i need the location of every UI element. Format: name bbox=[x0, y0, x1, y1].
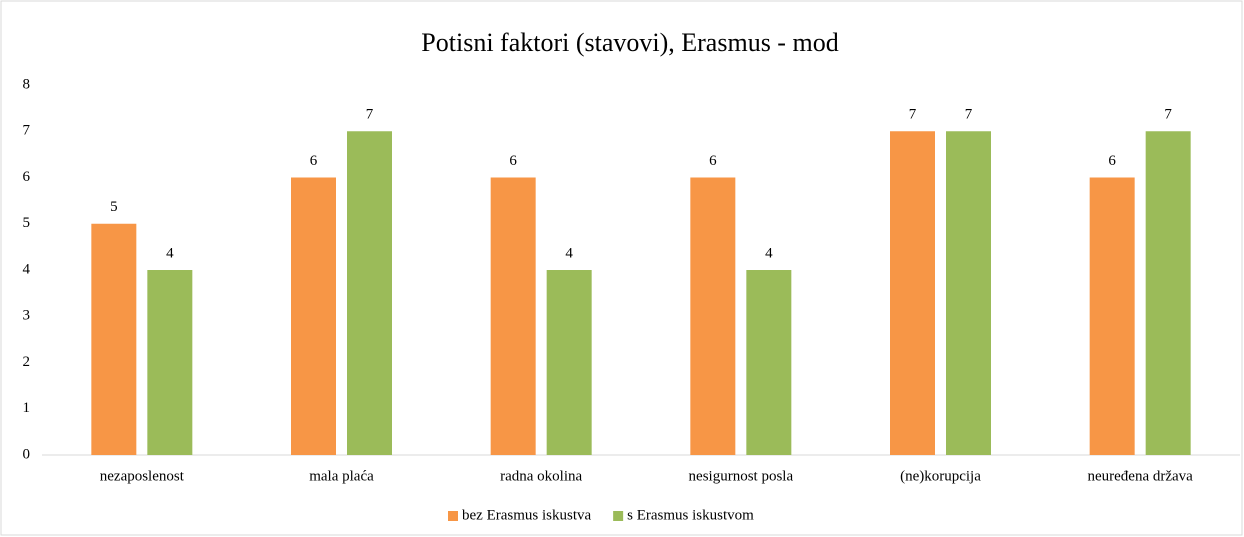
x-tick-label: (ne)korupcija bbox=[900, 468, 981, 484]
x-tick-label: radna okolina bbox=[500, 468, 582, 484]
legend-label: s Erasmus iskustvom bbox=[627, 507, 754, 523]
bar bbox=[946, 131, 991, 455]
bar bbox=[1089, 177, 1135, 455]
bar bbox=[890, 131, 935, 455]
data-label: 5 bbox=[110, 199, 118, 215]
data-label: 7 bbox=[1164, 107, 1172, 123]
legend-swatch bbox=[448, 511, 458, 521]
bar bbox=[1145, 131, 1191, 455]
data-label: 6 bbox=[1108, 153, 1116, 169]
data-label: 7 bbox=[909, 107, 917, 123]
bar bbox=[546, 270, 592, 455]
x-tick-label: neuređena država bbox=[1087, 468, 1193, 484]
data-label: 7 bbox=[366, 107, 374, 123]
y-tick-label: 3 bbox=[23, 308, 31, 324]
data-label: 7 bbox=[965, 107, 973, 123]
y-tick-label: 4 bbox=[23, 261, 31, 277]
bar bbox=[347, 131, 392, 455]
data-label: 4 bbox=[765, 245, 773, 261]
legend-swatch bbox=[613, 511, 624, 521]
y-tick-label: 5 bbox=[23, 215, 31, 231]
y-tick-label: 2 bbox=[23, 354, 31, 370]
bar bbox=[690, 177, 736, 455]
y-tick-label: 0 bbox=[23, 446, 31, 462]
bar bbox=[291, 177, 336, 455]
bar bbox=[746, 270, 792, 455]
legend-label: bez Erasmus iskustva bbox=[462, 507, 591, 523]
y-tick-label: 7 bbox=[23, 123, 31, 139]
bar bbox=[490, 177, 536, 455]
chart-title: Potisni faktori (stavovi), Erasmus - mod bbox=[421, 28, 838, 57]
y-tick-label: 6 bbox=[23, 169, 31, 185]
y-tick-label: 8 bbox=[23, 76, 31, 92]
x-tick-label: nezaposlenost bbox=[100, 468, 185, 484]
data-label: 6 bbox=[310, 153, 318, 169]
x-tick-label: nesigurnost posla bbox=[689, 468, 794, 484]
bar bbox=[91, 223, 137, 455]
data-label: 6 bbox=[509, 153, 517, 169]
data-label: 6 bbox=[709, 153, 717, 169]
y-tick-label: 1 bbox=[23, 400, 31, 416]
data-label: 4 bbox=[565, 245, 573, 261]
x-tick-label: mala plaća bbox=[309, 468, 374, 484]
data-label: 4 bbox=[166, 245, 174, 261]
bar bbox=[147, 270, 193, 455]
